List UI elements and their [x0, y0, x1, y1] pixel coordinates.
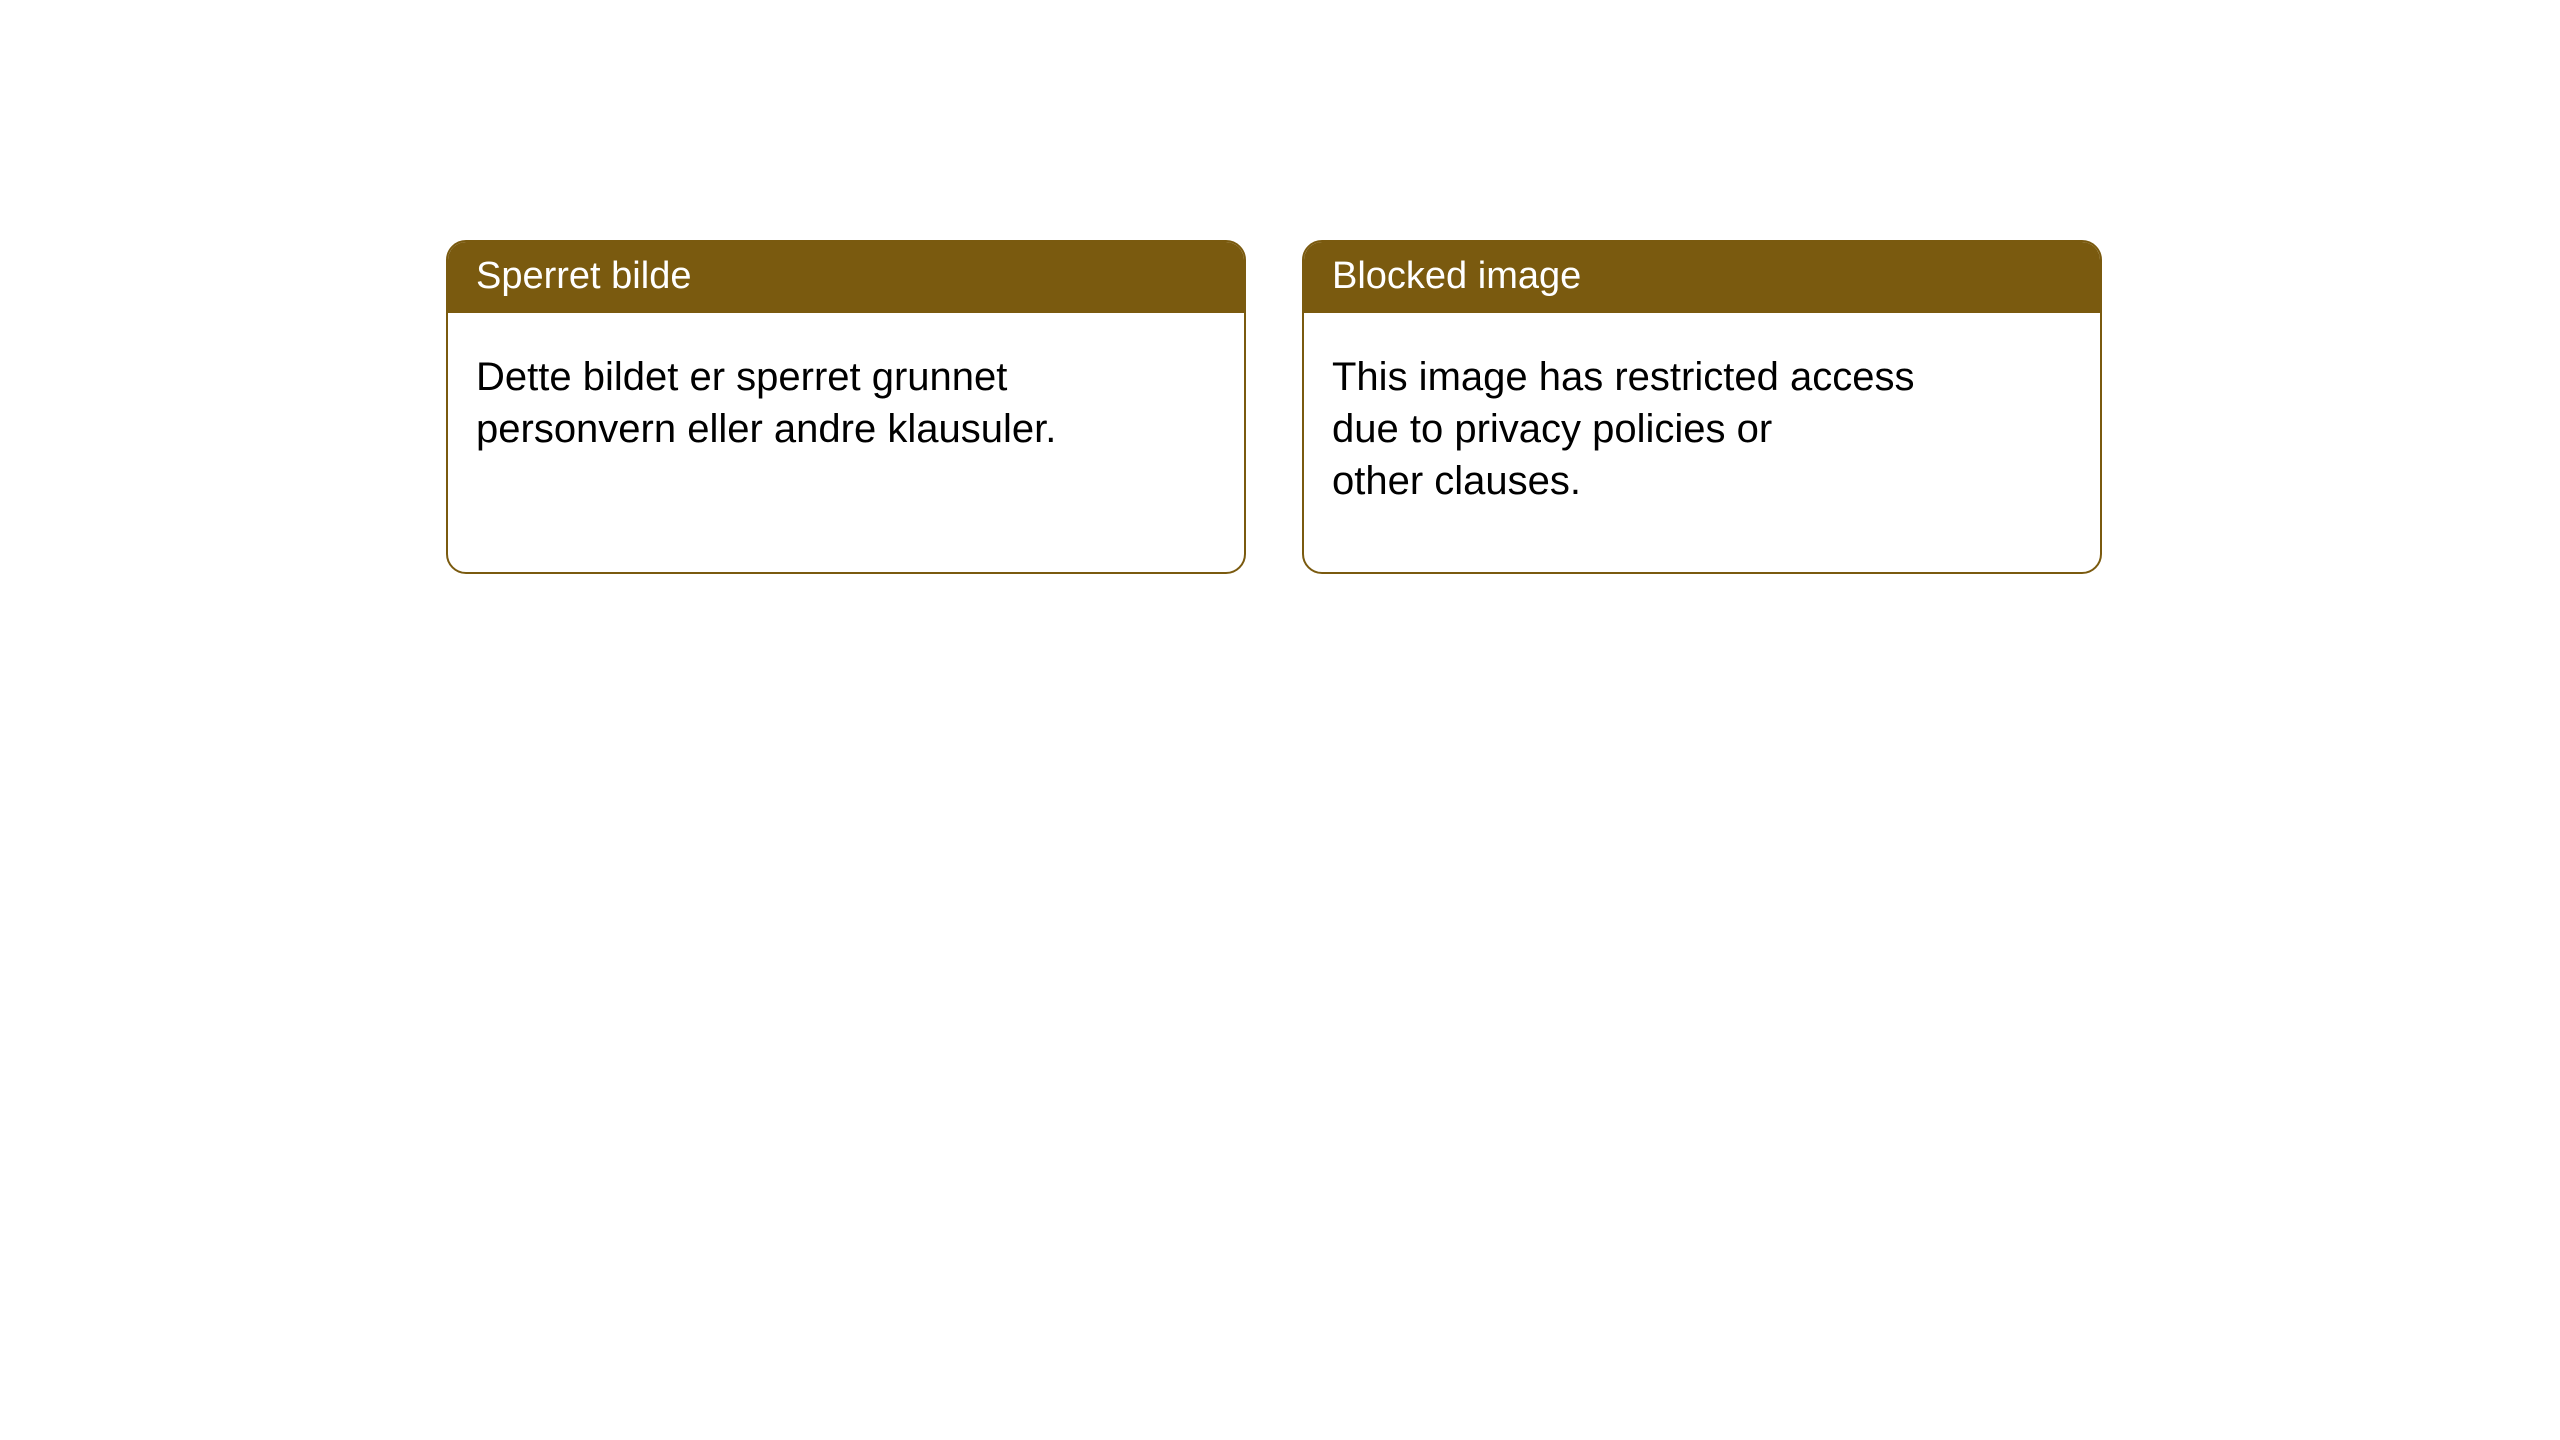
notice-card-norwegian: Sperret bilde Dette bildet er sperret gr…	[446, 240, 1246, 574]
card-header-english: Blocked image	[1304, 242, 2100, 313]
notice-card-english: Blocked image This image has restricted …	[1302, 240, 2102, 574]
card-header-norwegian: Sperret bilde	[448, 242, 1244, 313]
card-body-english: This image has restricted access due to …	[1304, 313, 2100, 545]
card-body-norwegian: Dette bildet er sperret grunnet personve…	[448, 313, 1244, 493]
notice-cards-container: Sperret bilde Dette bildet er sperret gr…	[446, 240, 2560, 574]
